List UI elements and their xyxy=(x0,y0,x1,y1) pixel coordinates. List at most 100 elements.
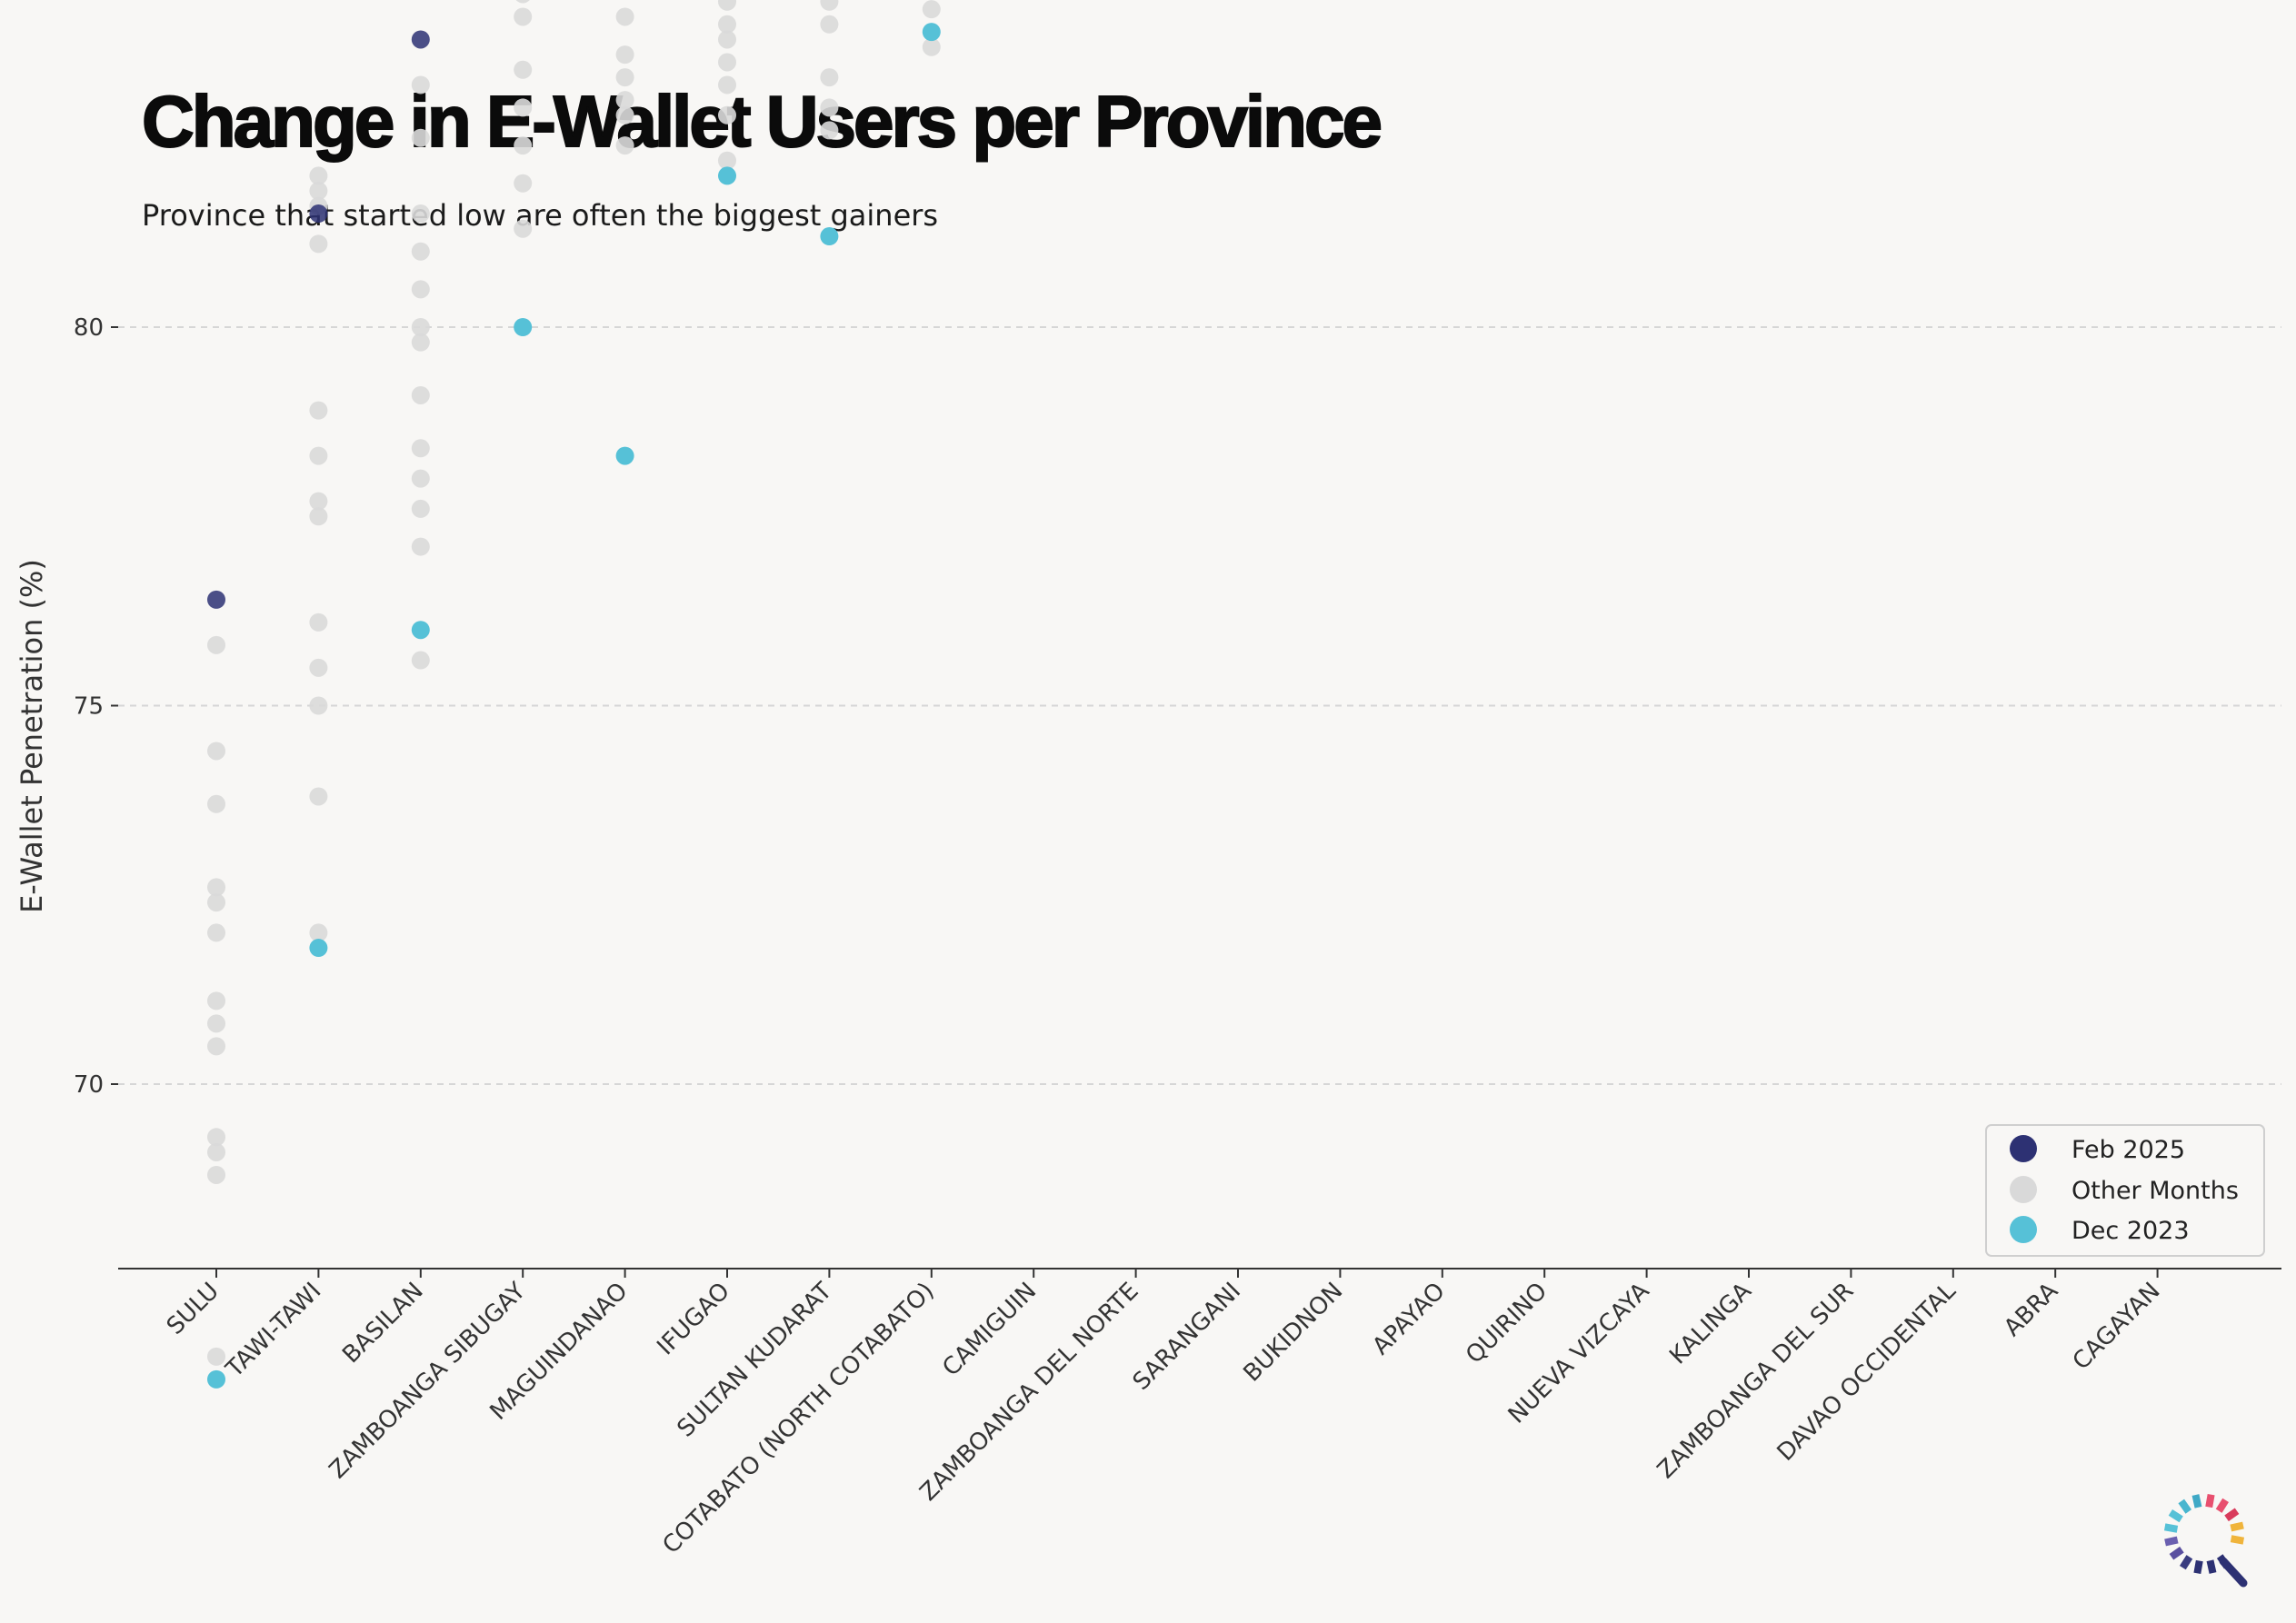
x-tick-label: BASILAN xyxy=(337,1278,428,1369)
other-month-point xyxy=(207,1014,225,1033)
x-tick-label: KALINGA xyxy=(1664,1278,1757,1370)
other-month-point xyxy=(411,439,430,458)
dec-2023-point xyxy=(309,939,328,958)
other-month-point xyxy=(615,105,634,124)
other-month-point xyxy=(207,1142,225,1161)
other-month-point xyxy=(411,537,430,556)
x-tick-label: ZAMBOANGA DEL SUR xyxy=(1652,1278,1859,1484)
other-month-point xyxy=(309,507,328,526)
logo-icon xyxy=(2163,1493,2248,1588)
other-month-point xyxy=(309,446,328,465)
logo-segment xyxy=(2193,1559,2203,1575)
other-month-point xyxy=(820,68,839,87)
dec-2023-point xyxy=(411,621,430,640)
y-axis: 7075808590 xyxy=(74,314,118,1099)
dec-2023-point xyxy=(718,166,736,185)
y-tick-label-75: 75 xyxy=(74,693,104,721)
dec-2023-point xyxy=(207,1369,225,1389)
other-month-point xyxy=(309,696,328,715)
other-month-point xyxy=(207,893,225,912)
legend-box xyxy=(1985,1124,2265,1257)
other-month-point xyxy=(718,105,736,124)
other-month-point xyxy=(820,98,839,117)
x-tick-label: TAWI-TAWI xyxy=(221,1278,327,1384)
other-month-point xyxy=(309,234,328,254)
other-month-point xyxy=(411,242,430,261)
legend-marker-feb xyxy=(2010,1135,2037,1162)
feb-2025-point xyxy=(207,590,225,609)
other-month-point xyxy=(309,182,328,201)
other-month-point xyxy=(207,1128,225,1147)
other-months-points xyxy=(207,0,941,1366)
feb-2025-point xyxy=(309,204,328,224)
dec-2023-point xyxy=(922,23,941,42)
other-month-point xyxy=(411,318,430,336)
x-tick-label: QUIRINO xyxy=(1461,1278,1552,1369)
other-month-point xyxy=(411,499,430,518)
other-month-point xyxy=(309,492,328,511)
legend-marker-dec xyxy=(2010,1216,2037,1243)
page-subtitle: Province that started low are often the … xyxy=(142,198,939,233)
dec-2023-point xyxy=(615,446,634,465)
other-month-point xyxy=(922,37,941,56)
x-tick-label: ZAMBOANGA SIBUGAY xyxy=(324,1278,532,1485)
other-month-point xyxy=(309,401,328,420)
other-month-point xyxy=(718,151,736,170)
x-tick-label: SARANGANI xyxy=(1128,1278,1246,1396)
other-month-point xyxy=(615,68,634,87)
other-month-point xyxy=(411,469,430,488)
logo-segment xyxy=(2205,1493,2215,1508)
other-month-point xyxy=(820,15,839,34)
y-tick-label-70: 70 xyxy=(74,1071,104,1099)
logo-segment xyxy=(2230,1535,2245,1545)
other-month-point xyxy=(207,635,225,654)
logo-segment xyxy=(2169,1546,2184,1560)
other-month-point xyxy=(309,923,328,942)
other-month-point xyxy=(718,0,736,11)
dec-2023-point xyxy=(514,318,533,336)
page-title: Change in E-Wallet Users per Province xyxy=(141,80,1383,163)
other-month-point xyxy=(718,30,736,49)
dec-2023-point xyxy=(820,227,839,246)
feb-2025-points xyxy=(207,30,430,609)
other-month-point xyxy=(411,333,430,352)
y-axis-title: E-Wallet Penetration (%) xyxy=(15,559,49,913)
dec-2023-points xyxy=(207,23,941,1389)
other-month-point xyxy=(207,923,225,942)
other-month-point xyxy=(411,128,430,147)
logo-segment xyxy=(2179,1555,2193,1570)
other-month-point xyxy=(207,991,225,1011)
logo-segment xyxy=(2215,1498,2230,1513)
other-month-point xyxy=(309,612,328,632)
other-month-point xyxy=(207,794,225,813)
other-month-point xyxy=(718,53,736,72)
logo-segment xyxy=(2163,1523,2179,1533)
x-tick-label: APAYAO xyxy=(1367,1278,1450,1360)
other-month-point xyxy=(514,219,533,238)
other-month-point xyxy=(718,15,736,34)
logo-segment xyxy=(2230,1521,2244,1532)
other-month-point xyxy=(411,385,430,404)
other-month-point xyxy=(411,204,430,224)
other-month-point xyxy=(514,174,533,193)
other-month-point xyxy=(515,0,530,4)
feb-2025-point xyxy=(411,30,430,49)
other-month-point xyxy=(207,1165,225,1184)
other-month-point xyxy=(309,787,328,806)
legend-label-feb: Feb 2025 xyxy=(2071,1136,2185,1164)
logo-segment xyxy=(2178,1499,2192,1514)
other-month-point xyxy=(207,1347,225,1366)
x-tick-label: IFUGAO xyxy=(652,1278,735,1361)
x-tick-label: BUKIDNON xyxy=(1238,1278,1348,1388)
other-month-point xyxy=(514,98,533,117)
other-month-point xyxy=(309,166,328,185)
other-month-point xyxy=(411,651,430,670)
x-tick-label: CAMIGUIN xyxy=(937,1278,1042,1382)
legend-label-dec: Dec 2023 xyxy=(2071,1217,2190,1245)
x-tick-label: SULU xyxy=(162,1278,225,1340)
other-month-point xyxy=(615,7,634,26)
logo-segment xyxy=(2206,1559,2217,1574)
other-month-point xyxy=(820,0,839,11)
